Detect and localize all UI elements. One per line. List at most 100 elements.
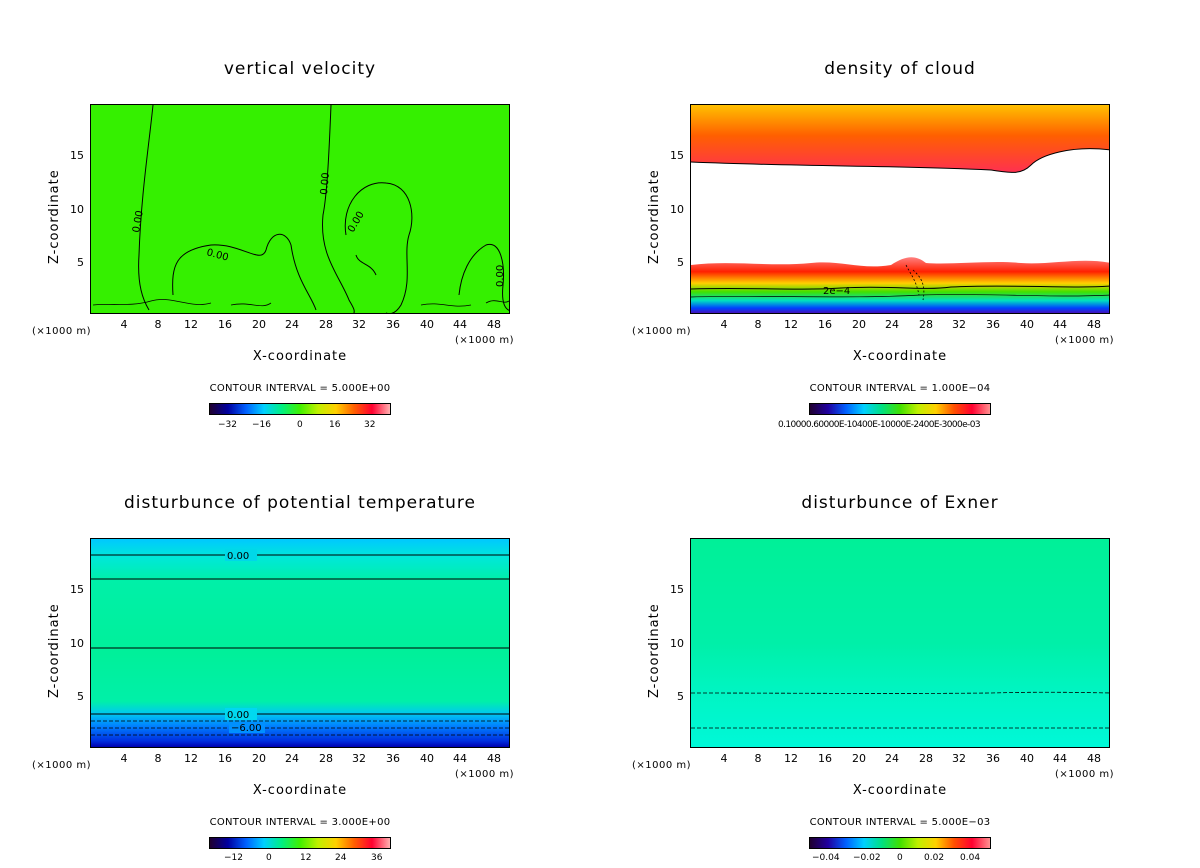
x-tick-label: 40 xyxy=(420,318,434,331)
x-unit-label: (×1000 m) xyxy=(32,326,92,337)
colorbar xyxy=(209,837,391,849)
contour-line xyxy=(138,105,154,311)
x-tick-label: 36 xyxy=(386,318,400,331)
colorbar-tick: −16 xyxy=(252,420,271,430)
contour-line xyxy=(691,285,1109,290)
x-tick-label: 24 xyxy=(285,318,299,331)
plot-area: 0.00 0.00 0.00 0.00 0.00 xyxy=(90,104,510,314)
x-tick-label: 12 xyxy=(784,318,798,331)
x-tick-label: 8 xyxy=(754,752,762,765)
contour-layer: 0.00 0.00 0.00 0.00 0.00 xyxy=(92,105,509,313)
contour-label: 0.00 xyxy=(346,210,367,235)
contour-label: 0.00 xyxy=(319,172,332,195)
x-unit-label: (×1000 m) xyxy=(455,335,515,346)
x-axis-label: X-coordinate xyxy=(252,783,348,798)
contour-label: 2e−4 xyxy=(823,286,850,297)
x-tick-label: 16 xyxy=(218,752,232,765)
contour-line xyxy=(691,691,1109,694)
y-axis-label: Z-coordinate xyxy=(647,169,662,264)
contour-label: 0.00 xyxy=(227,551,249,562)
x-tick-label: 12 xyxy=(784,752,798,765)
y-tick-label: 5 xyxy=(77,256,84,269)
y-tick-label: 15 xyxy=(670,149,684,162)
upper-cloud-layer xyxy=(691,105,1109,173)
x-tick-label: 44 xyxy=(1053,752,1067,765)
x-tick-label: 16 xyxy=(218,318,232,331)
x-tick-label: 40 xyxy=(420,752,434,765)
x-tick-label: 4 xyxy=(720,318,728,331)
contour-line xyxy=(691,294,1109,298)
x-tick-label: 8 xyxy=(154,318,162,331)
x-tick-label: 20 xyxy=(852,318,866,331)
contour-layer xyxy=(691,691,1109,729)
x-axis-label: X-coordinate xyxy=(852,349,948,364)
contour-label: 0.00 xyxy=(131,210,146,234)
x-unit-label: (×1000 m) xyxy=(32,760,92,771)
colorbar-tick: 0 xyxy=(297,420,303,430)
y-tick-label: 15 xyxy=(70,583,84,596)
contour-label: 0.00 xyxy=(227,710,249,721)
x-tick-label: 4 xyxy=(120,752,128,765)
colorbar xyxy=(809,837,991,849)
contour-interval: CONTOUR INTERVAL = 5.000E−03 xyxy=(809,817,991,828)
x-tick-label: 32 xyxy=(352,318,366,331)
contour-label: 0.00 xyxy=(495,265,506,287)
colorbar-tick: 0 xyxy=(266,853,272,863)
colorbar-tick: −12 xyxy=(224,853,243,863)
contour-line xyxy=(355,254,377,276)
chart-title: disturbunce of potential temperature xyxy=(123,493,477,513)
x-tick-label: 44 xyxy=(453,318,467,331)
x-axis-label: X-coordinate xyxy=(252,349,348,364)
colorbar-tick: 24 xyxy=(335,853,347,863)
x-tick-label: 20 xyxy=(852,752,866,765)
x-tick-label: 28 xyxy=(919,318,933,331)
chart-title: vertical velocity xyxy=(223,59,377,79)
colorbar-tick: 16 xyxy=(329,420,341,430)
x-tick-label: 28 xyxy=(319,318,333,331)
y-tick-label: 5 xyxy=(677,256,684,269)
x-tick-label: 36 xyxy=(386,752,400,765)
lower-cloud-layer xyxy=(691,257,1109,313)
x-tick-label: 48 xyxy=(1087,318,1101,331)
x-tick-label: 44 xyxy=(1053,318,1067,331)
colorbar-tick: 12 xyxy=(300,853,312,863)
y-tick-label: 10 xyxy=(70,637,84,650)
y-tick-label: 5 xyxy=(677,690,684,703)
colorbar-tick: −0.02 xyxy=(853,853,881,863)
x-tick-label: 12 xyxy=(184,318,198,331)
x-tick-label: 16 xyxy=(818,318,832,331)
x-unit-label: (×1000 m) xyxy=(1055,335,1115,346)
x-tick-label: 8 xyxy=(154,752,162,765)
contour-interval: CONTOUR INTERVAL = 3.000E+00 xyxy=(209,817,391,828)
chart-title: disturbunce of Exner xyxy=(801,493,999,513)
contour-line xyxy=(458,243,509,311)
y-tick-label: 10 xyxy=(670,637,684,650)
y-tick-label: 5 xyxy=(77,690,84,703)
upper-cloud-edge xyxy=(691,148,1109,173)
x-tick-label: 32 xyxy=(952,752,966,765)
contour-layer: 0.00 0.00 −6.00 xyxy=(91,549,509,736)
contour-label: −6.00 xyxy=(231,723,262,734)
contour-interval: CONTOUR INTERVAL = 1.000E−04 xyxy=(809,383,991,394)
colorbar-tick: −0.04 xyxy=(812,853,840,863)
colorbar-tick: −32 xyxy=(218,420,237,430)
x-tick-label: 12 xyxy=(184,752,198,765)
x-unit-label: (×1000 m) xyxy=(632,760,692,771)
y-tick-label: 15 xyxy=(70,149,84,162)
y-tick-label: 10 xyxy=(670,203,684,216)
field-layer: 2e−4 xyxy=(691,105,1109,313)
colorbar xyxy=(809,403,991,415)
contour-line xyxy=(344,182,413,313)
x-tick-label: 24 xyxy=(285,752,299,765)
plot-area xyxy=(690,538,1110,748)
x-tick-label: 48 xyxy=(487,752,501,765)
y-axis-label: Z-coordinate xyxy=(47,603,62,698)
contour-label: 0.00 xyxy=(205,247,229,263)
contour-line xyxy=(172,233,317,311)
contour-interval: CONTOUR INTERVAL = 5.000E+00 xyxy=(209,383,391,394)
colorbar xyxy=(209,403,391,415)
x-unit-label: (×1000 m) xyxy=(455,769,515,780)
x-tick-label: 8 xyxy=(754,318,762,331)
x-tick-label: 24 xyxy=(885,752,899,765)
plot-area: 0.00 0.00 −6.00 xyxy=(90,538,510,748)
